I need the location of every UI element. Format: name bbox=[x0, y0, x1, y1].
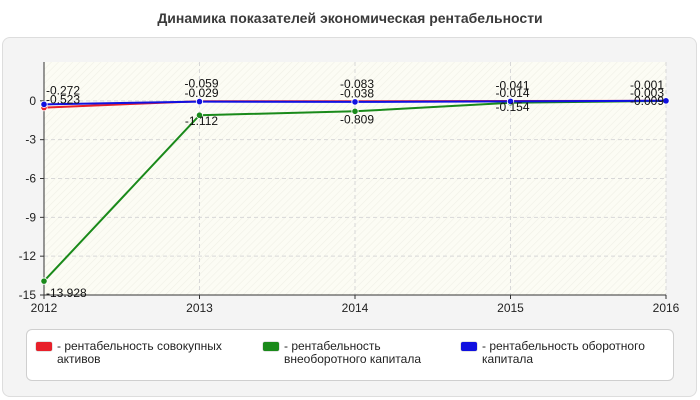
legend-item-series-2[interactable]: - рентабельность внеоборотного капитала bbox=[263, 340, 449, 366]
y-tick-label: -9 bbox=[25, 210, 36, 224]
x-tick-label: 2013 bbox=[186, 301, 213, 315]
data-label-series-1: -0.003 bbox=[630, 86, 664, 100]
y-tick-label: 0 bbox=[29, 94, 36, 108]
y-tick-label: -12 bbox=[19, 249, 37, 263]
legend-swatch-series-3 bbox=[461, 342, 477, 351]
data-label-series-3: -0.001 bbox=[630, 78, 664, 92]
data-label-series-3: -0.272 bbox=[46, 83, 80, 97]
y-tick-label: -15 bbox=[19, 288, 37, 302]
data-label-series-3: -0.041 bbox=[495, 78, 529, 92]
data-label-series-2: -1.112 bbox=[185, 114, 218, 128]
data-point-series-2 bbox=[40, 277, 48, 285]
data-label-series-2: -0.154 bbox=[495, 100, 529, 114]
data-label-series-3: -0.083 bbox=[340, 77, 374, 91]
chart-legend: - рентабельность совокупных активов - ре… bbox=[26, 329, 674, 381]
legend-item-series-1[interactable]: - рентабельность совокупных активов bbox=[36, 340, 242, 366]
data-point-series-3 bbox=[195, 97, 204, 106]
data-point-series-3 bbox=[40, 100, 48, 108]
data-label-series-2: -0.009 bbox=[630, 94, 664, 108]
data-label-series-1: -0.038 bbox=[340, 86, 374, 100]
y-tick-label: -6 bbox=[25, 172, 36, 186]
legend-item-series-3[interactable]: - рентабельность оборотного капитала bbox=[461, 340, 667, 366]
data-label-series-1: -0.029 bbox=[184, 86, 218, 100]
x-tick-label: 2015 bbox=[497, 301, 524, 315]
data-label-series-3: -0.059 bbox=[184, 77, 218, 91]
data-point-series-3 bbox=[506, 97, 515, 105]
data-point-series-2 bbox=[195, 111, 204, 119]
data-label-series-1: -0.523 bbox=[46, 93, 80, 107]
data-point-series-2 bbox=[351, 107, 359, 115]
x-tick-label: 2014 bbox=[342, 301, 369, 315]
chart-title: Динамика показателей экономическая рента… bbox=[157, 10, 543, 26]
data-label-series-1: -0.014 bbox=[495, 86, 529, 100]
x-tick-label: 2016 bbox=[653, 301, 680, 315]
data-label-series-2: -0.809 bbox=[340, 112, 374, 126]
y-tick-label: -3 bbox=[25, 133, 36, 147]
legend-swatch-series-1 bbox=[36, 342, 52, 351]
data-point-series-3 bbox=[351, 98, 359, 106]
legend-swatch-series-2 bbox=[263, 342, 279, 351]
x-tick-label: 2012 bbox=[31, 301, 58, 315]
data-label-series-2: -13.928 bbox=[46, 286, 87, 300]
legend-label-series-2: - рентабельность внеоборотного капитала bbox=[284, 339, 421, 366]
legend-label-series-3: - рентабельность оборотного капитала bbox=[482, 339, 645, 366]
legend-label-series-1: - рентабельность совокупных активов bbox=[57, 339, 222, 366]
data-point-series-3 bbox=[662, 97, 670, 105]
